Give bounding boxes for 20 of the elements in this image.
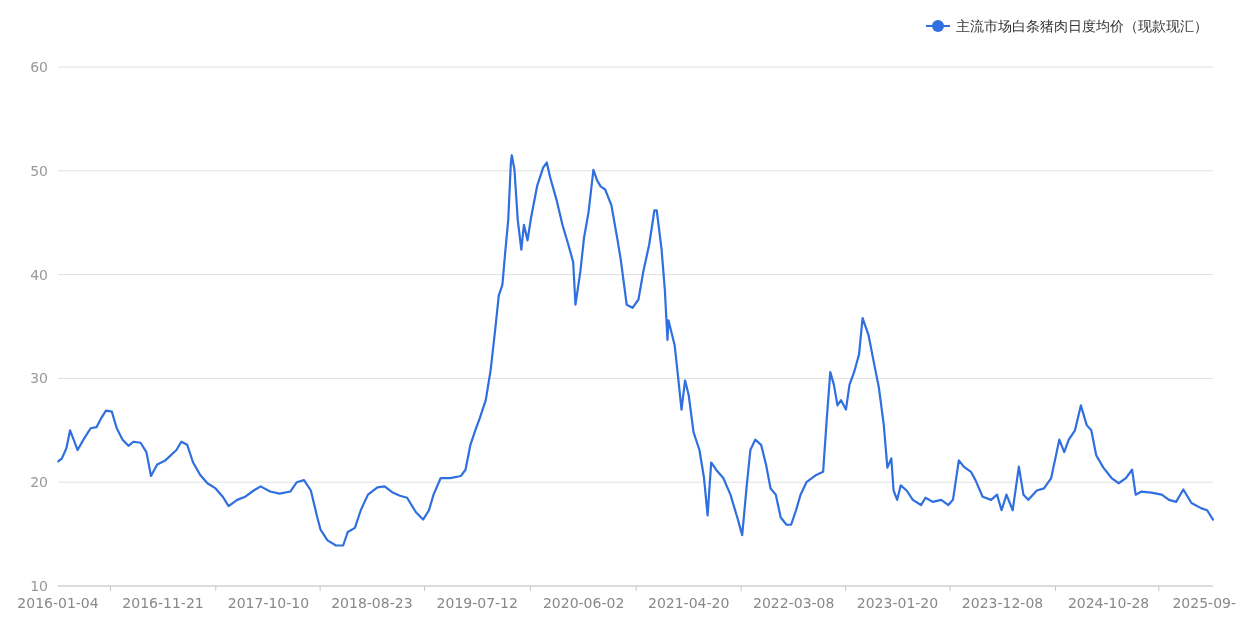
y-tick-label: 50 — [30, 162, 48, 179]
y-tick-label: 10 — [30, 578, 48, 594]
x-tick-label: 2020-06-02 — [542, 595, 625, 611]
x-tick-label: 2017-10-10 — [227, 595, 310, 611]
x-tick-label: 2025-09- — [1172, 595, 1236, 611]
x-tick-label: 2016-11-21 — [122, 595, 204, 611]
x-tick-label: 2016-01-04 — [17, 595, 99, 611]
x-tick-label: 2024-10-28 — [1067, 595, 1150, 611]
y-tick-label: 60 — [30, 59, 48, 75]
line-series — [57, 154, 1215, 547]
x-tick-label: 2019-07-12 — [436, 595, 518, 611]
x-tick-label: 2022-03-08 — [753, 595, 835, 611]
x-tick-label: 2021-04-20 — [647, 595, 730, 611]
y-tick-label: 20 — [30, 474, 48, 491]
y-tick-label: 40 — [30, 266, 48, 283]
x-tick-label: 2023-01-20 — [856, 595, 939, 611]
x-tick-label: 2023-12-08 — [961, 595, 1044, 611]
x-tick-label: 2018-08-23 — [331, 595, 413, 611]
legend-label: 主流市场白条猪肉日度均价（现款现汇） — [956, 18, 1208, 34]
y-tick-label: 30 — [30, 370, 48, 387]
